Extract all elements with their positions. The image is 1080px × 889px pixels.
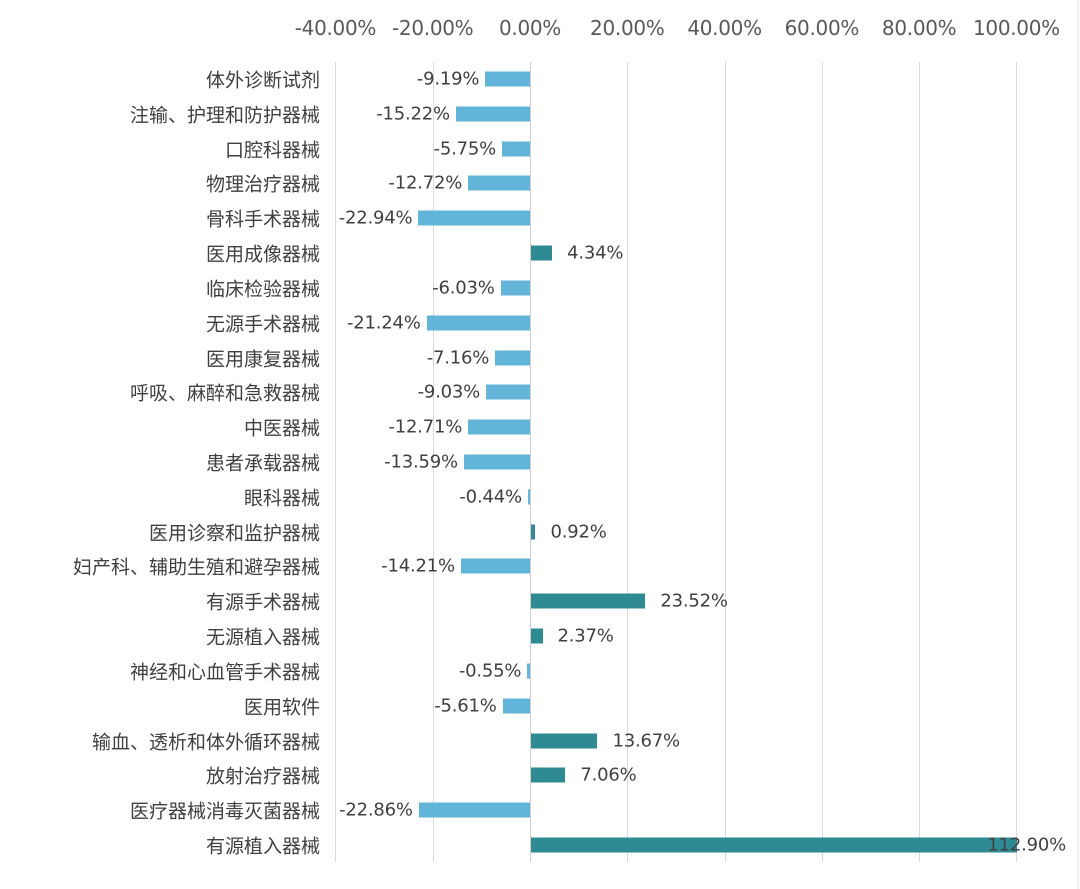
category-label: 患者承载器械 [205,452,320,475]
negative-bar [485,71,530,87]
category-label: 无源手术器械 [205,313,320,336]
negative-bar [486,384,530,400]
x-tick-label: 40.00% [687,16,762,40]
gridline [530,62,531,862]
value-label: -12.72% [388,172,463,194]
gridline [335,62,336,862]
x-tick-label: 60.00% [784,16,860,40]
category-label: 医用康复器械 [205,348,320,371]
category-label: 注输、护理和防护器械 [129,104,320,127]
negative-bar [418,210,530,226]
gridline [627,62,628,862]
value-label: -22.86% [339,799,413,821]
category-label: 有源植入器械 [205,835,320,858]
value-label: -12.71% [388,416,463,438]
value-label: -13.59% [384,451,458,473]
x-tick-label: 100.00% [972,16,1060,40]
negative-bar [426,315,530,331]
category-label: 中医器械 [243,417,320,440]
value-label: -7.16% [426,347,490,369]
category-label: 眼科器械 [243,487,320,510]
negative-bar [468,175,530,191]
value-label: -5.61% [434,695,497,717]
positive-bar [531,628,543,644]
x-tick-label: 80.00% [881,16,957,40]
category-label: 医用诊察和监护器械 [148,522,320,545]
value-label: -15.22% [376,103,450,125]
value-label: 23.52% [660,590,728,612]
gridline [725,62,726,862]
gridline [919,62,920,862]
category-label: 妇产科、辅助生殖和避孕器械 [72,556,320,579]
category-label: 有源手术器械 [205,591,320,614]
gridline [822,62,823,862]
value-label: -0.44% [459,486,522,508]
negative-bar [455,106,530,122]
category-label: 体外诊断试剂 [205,69,320,92]
negative-bar [500,280,530,296]
value-label: 0.92% [550,521,607,543]
category-label: 物理治疗器械 [205,173,320,196]
x-tick-label: 0.00% [498,16,562,40]
negative-bar [463,454,530,470]
category-label: 口腔科器械 [224,139,320,162]
negative-bar [495,350,530,366]
category-label: 神经和心血管手术器械 [129,661,320,684]
x-tick-label: 20.00% [590,16,665,40]
negative-bar [502,698,530,714]
gridline [1016,62,1017,862]
value-label: -9.19% [416,68,480,90]
negative-bar [527,489,530,505]
value-label: -9.03% [417,381,481,403]
positive-bar [531,837,1018,853]
value-label: -22.94% [338,207,413,229]
value-label: -21.24% [346,312,421,334]
negative-bar [527,663,530,679]
value-label: -14.21% [381,555,455,577]
x-tick-label: -40.00% [294,16,377,40]
positive-bar [531,245,553,261]
negative-bar [460,558,530,574]
category-label: 医用软件 [243,696,320,719]
value-label: 7.06% [580,764,637,786]
category-label: 医用成像器械 [205,243,320,266]
value-label: -6.03% [432,277,495,299]
category-label: 输血、透析和体外循环器械 [91,731,320,754]
category-label: 医疗器械消毒灭菌器械 [129,800,320,823]
positive-bar [531,767,566,783]
negative-bar [502,141,530,157]
positive-bar [531,524,536,540]
positive-bar [531,733,598,749]
value-label: 112.90% [987,834,1066,856]
category-label: 放射治疗器械 [205,765,320,788]
frame-border [1077,0,1079,889]
category-label: 无源植入器械 [205,626,320,649]
category-label: 呼吸、麻醉和急救器械 [129,382,320,405]
category-label: 骨科手术器械 [205,208,320,231]
category-label: 临床检验器械 [205,278,320,301]
value-label: 13.67% [612,730,680,752]
value-label: -5.75% [433,138,497,160]
x-tick-label: -20.00% [392,16,474,40]
value-label: -0.55% [458,660,522,682]
gridline [433,62,434,862]
positive-bar [531,593,646,609]
value-label: 2.37% [557,625,614,647]
negative-bar [418,802,530,818]
value-label: 4.34% [567,242,624,264]
negative-bar [468,419,530,435]
